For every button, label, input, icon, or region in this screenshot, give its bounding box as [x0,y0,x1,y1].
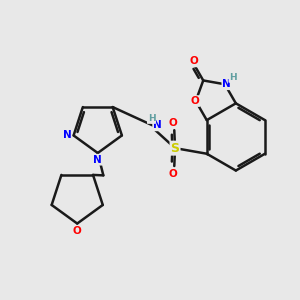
Text: O: O [168,169,177,178]
Text: O: O [190,96,200,106]
Text: S: S [170,142,179,154]
Text: H: H [229,73,237,82]
Text: O: O [73,226,82,236]
Text: N: N [153,120,162,130]
Text: N: N [222,79,231,89]
Text: O: O [190,56,199,66]
Text: H: H [148,114,155,123]
Text: O: O [168,118,177,128]
Text: N: N [93,155,102,165]
Text: N: N [62,130,71,140]
